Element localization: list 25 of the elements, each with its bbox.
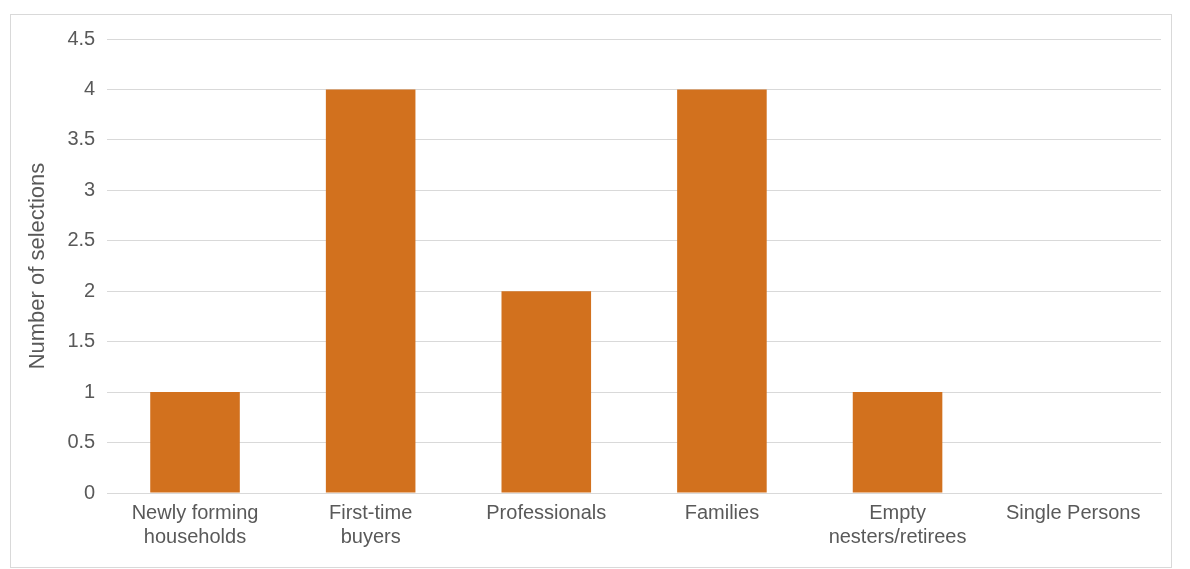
category-label: First-time	[328, 500, 413, 523]
category-label: Empty	[869, 500, 926, 523]
bar	[150, 392, 240, 493]
y-tick-label: 4.5	[67, 26, 96, 49]
category-label: nesters/retirees	[828, 524, 967, 547]
y-tick-label: 3	[84, 177, 96, 200]
y-tick-label: 0	[84, 480, 96, 503]
y-tick-label: 2.5	[67, 228, 96, 251]
y-tick-label: 4	[84, 76, 96, 99]
y-tick-label: 0.5	[67, 430, 96, 453]
y-tick-label: 2	[84, 278, 96, 301]
bar	[852, 392, 943, 493]
x-tick-label: Families	[684, 500, 760, 523]
bar	[677, 89, 767, 493]
category-label: households	[143, 524, 247, 547]
bar	[325, 89, 416, 493]
y-tick-label: 3.5	[67, 127, 96, 150]
category-label: buyers	[340, 524, 401, 547]
x-tick-label: Single Persons	[1005, 500, 1141, 523]
x-tick-label: Professionals	[486, 500, 607, 523]
bar	[501, 291, 592, 493]
y-axis-title: Number of selections	[24, 162, 50, 370]
y-tick-label: 1.5	[67, 329, 96, 352]
category-label: Newly forming	[131, 500, 259, 523]
y-tick-label: 1	[84, 379, 96, 402]
